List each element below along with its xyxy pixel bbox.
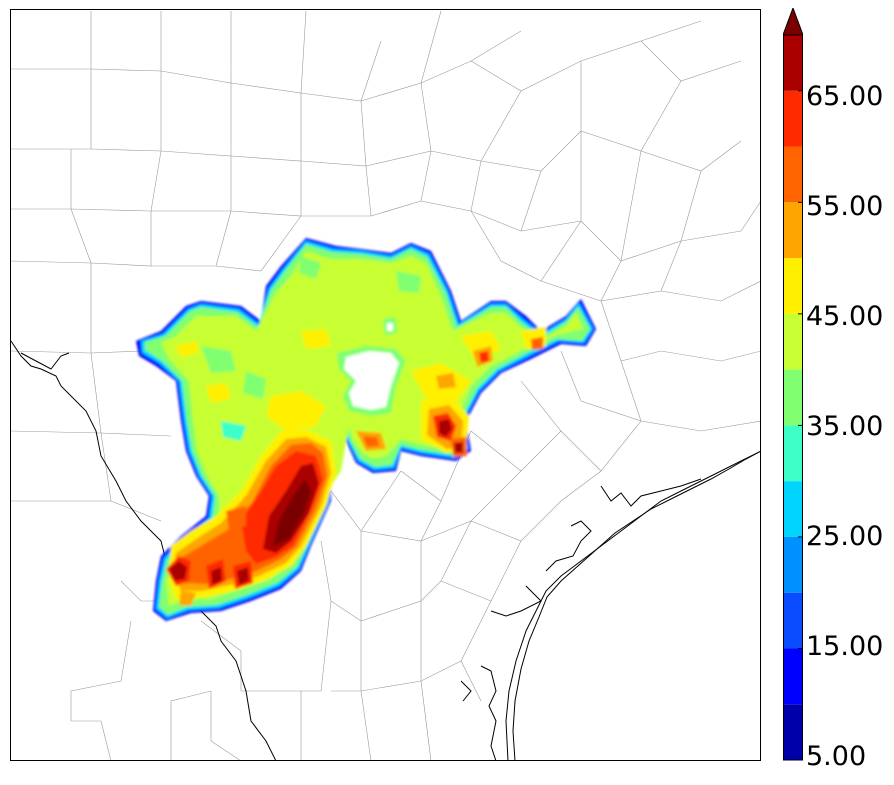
colorbar-tick-label: 55.00 xyxy=(806,191,884,222)
county-boundaries xyxy=(11,10,760,760)
colorbar-bin xyxy=(783,90,803,147)
map-panel xyxy=(10,9,761,761)
coastline xyxy=(11,340,760,760)
map-canvas xyxy=(11,10,760,760)
colorbar-bin xyxy=(783,146,803,203)
colorbar-tick-label: 25.00 xyxy=(806,521,884,552)
colorbar-bin xyxy=(783,425,803,482)
colorbar-bin xyxy=(783,369,803,426)
colorbar-bin xyxy=(783,592,803,649)
colorbar-bin xyxy=(783,536,803,593)
colorbar-bin xyxy=(783,481,803,537)
colorbar-tick-label: 35.00 xyxy=(806,411,884,442)
colorbar-tick-label: 65.00 xyxy=(806,81,884,112)
colorbar-bin xyxy=(783,258,803,314)
contour-field xyxy=(136,238,596,621)
colorbar-bin xyxy=(783,202,803,259)
colorbar-bin xyxy=(783,35,803,91)
colorbar-tick-label: 15.00 xyxy=(806,631,884,662)
colorbar-frame xyxy=(783,34,803,761)
colorbar-bin xyxy=(783,704,803,760)
colorbar-tick-label: 45.00 xyxy=(806,301,884,332)
colorbar-tick-label: 5.00 xyxy=(806,741,867,772)
colorbar xyxy=(783,8,803,761)
colorbar-bin xyxy=(783,313,803,370)
colorbar-extend-arrow xyxy=(783,8,803,36)
colorbar-bin xyxy=(783,648,803,705)
